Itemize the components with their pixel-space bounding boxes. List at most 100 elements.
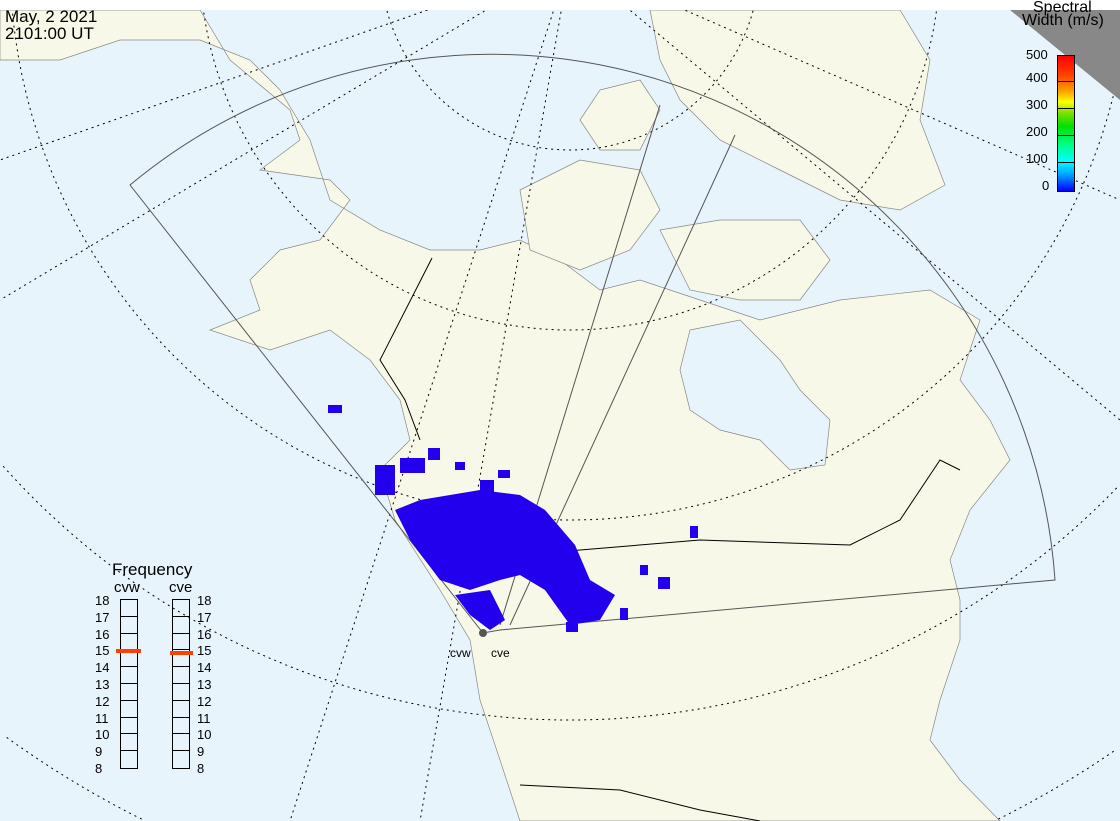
- freq-tick: 11: [95, 710, 109, 726]
- freq-cell: [173, 634, 189, 651]
- colorbar-tick: 0: [1042, 178, 1050, 193]
- colorbar-divider: [1057, 108, 1075, 109]
- freq-cell: [121, 734, 137, 752]
- freq-tick: 18: [95, 593, 110, 608]
- land-arctic-island: [659, 219, 831, 301]
- map: [0, 10, 1120, 821]
- border: [519, 784, 761, 821]
- freq-tick: 8: [197, 761, 205, 776]
- freq-cell: [173, 617, 189, 634]
- land-greenland: [649, 10, 946, 211]
- freq-tick: 16: [197, 626, 212, 642]
- colorbar-tick: 500: [1026, 47, 1048, 62]
- freq-cell: [121, 650, 137, 668]
- freq-bar-cvw: [120, 599, 138, 769]
- freq-cell: [173, 701, 189, 718]
- freq-tick: 12: [197, 693, 212, 709]
- frequency-title: Frequency: [112, 560, 193, 579]
- meridian-line: [0, 10, 485, 301]
- freq-marker-cve: [170, 650, 193, 655]
- freq-marker-cvw: [116, 649, 141, 654]
- freq-cell: [121, 667, 137, 684]
- scatter-cell: [658, 577, 670, 589]
- freq-tick: 9: [95, 744, 103, 760]
- freq-tick: 8: [95, 761, 103, 776]
- freq-cell: [173, 718, 189, 735]
- meridian-line: [419, 11, 562, 821]
- freq-tick: 13: [95, 677, 110, 692]
- land-north-america: [0, 10, 1011, 821]
- scatter-cell: [620, 608, 628, 620]
- freq-cell: [121, 718, 137, 735]
- freq-cell: [173, 734, 189, 752]
- freq-tick: 13: [197, 677, 212, 692]
- radar-label-cve: cve: [491, 646, 510, 660]
- freq-tick: 12: [95, 693, 110, 709]
- freq-radar-cvw: cvw: [114, 579, 140, 596]
- scatter-cell: [498, 470, 510, 478]
- border: [519, 459, 961, 556]
- land-arctic-island: [519, 159, 661, 271]
- freq-tick: 16: [95, 626, 110, 642]
- meridian-line: [289, 11, 554, 821]
- colorbar-title-1: Spectral: [1033, 0, 1092, 16]
- freq-cell: [121, 701, 137, 718]
- colorbar-tick: 100: [1026, 151, 1048, 166]
- freq-tick: 15: [95, 643, 110, 659]
- colorbar-tick: 400: [1026, 70, 1048, 85]
- scatter-cell: [566, 622, 578, 632]
- scatter-cell: [328, 405, 342, 413]
- scatter-cluster: [455, 590, 505, 630]
- scatter-cell: [400, 458, 425, 473]
- freq-cell: [121, 600, 137, 617]
- freq-tick: 9: [197, 744, 205, 760]
- latitude-circle: [0, 463, 1118, 721]
- scatter-cluster: [395, 490, 615, 625]
- freq-cell: [173, 751, 189, 767]
- freq-cell: [173, 600, 189, 617]
- colorbar-divider: [1057, 162, 1075, 163]
- meridian-line: [630, 10, 1120, 421]
- freq-cell: [121, 751, 137, 767]
- colorbar-title-2: Width (m/s): [1022, 12, 1104, 29]
- freq-tick: 10: [95, 727, 110, 743]
- scatter-cell: [375, 465, 395, 495]
- freq-cell: [121, 617, 137, 634]
- border: [379, 257, 433, 441]
- hudson-bay: [679, 319, 831, 471]
- date-label: May, 2 2021: [5, 7, 98, 26]
- latitude-circle: [5, 736, 1114, 820]
- freq-tick: 11: [197, 710, 211, 726]
- freq-cell: [121, 684, 137, 701]
- freq-tick: 14: [197, 660, 212, 676]
- radar-site: [479, 629, 487, 637]
- latitude-circle: [386, 10, 754, 151]
- freq-tick: 17: [95, 609, 110, 625]
- freq-tick: 17: [197, 609, 212, 625]
- scatter-echoes: [328, 405, 698, 632]
- radar-label-cvw: cvw: [450, 646, 471, 660]
- colorbar-tick: 200: [1026, 124, 1048, 139]
- freq-tick: 15: [197, 643, 212, 659]
- scatter-cell: [455, 462, 465, 470]
- freq-bar-cve: [172, 599, 190, 769]
- freq-radar-cve: cve: [169, 579, 193, 596]
- latitude-circle: [203, 11, 937, 331]
- colorbar: [1057, 55, 1075, 192]
- fov-outline: [129, 53, 1056, 634]
- freq-tick: 14: [95, 660, 110, 676]
- time-label: 2101:00 UT: [5, 24, 94, 43]
- colorbar-divider: [1057, 135, 1075, 136]
- freq-cell: [121, 634, 137, 651]
- freq-tick: 10: [197, 727, 212, 743]
- freq-cell: [173, 650, 189, 668]
- freq-cell: [173, 667, 189, 684]
- freq-cell: [173, 684, 189, 701]
- colorbar-divider: [1057, 81, 1075, 82]
- meridian-line: [685, 10, 1120, 201]
- scatter-cell: [428, 448, 440, 460]
- scatter-cell: [690, 526, 698, 538]
- scatter-cell: [640, 565, 648, 575]
- freq-tick: 18: [197, 593, 212, 608]
- scatter-cell: [480, 480, 494, 494]
